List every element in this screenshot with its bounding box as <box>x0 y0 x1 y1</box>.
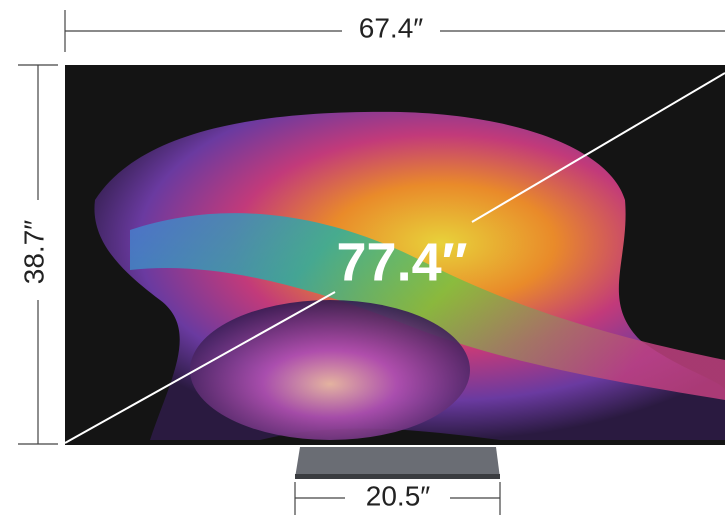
diagonal-label: 77.4″ <box>337 232 468 292</box>
artwork <box>130 213 725 400</box>
width-dimension: 67.4″ <box>64 10 725 52</box>
height-dimension: 38.7″ <box>18 64 58 445</box>
height-label: 38.7″ <box>18 220 49 284</box>
stand-dimension: 20.5″ <box>294 480 501 515</box>
tv: 77.4″ <box>64 65 725 479</box>
stand-width-label: 20.5″ <box>366 480 430 511</box>
diagonal-line <box>64 291 336 444</box>
stand-base <box>295 474 500 479</box>
stand <box>295 447 500 478</box>
artwork <box>190 300 470 440</box>
width-label: 67.4″ <box>359 12 423 43</box>
diagonal-line <box>471 72 725 223</box>
